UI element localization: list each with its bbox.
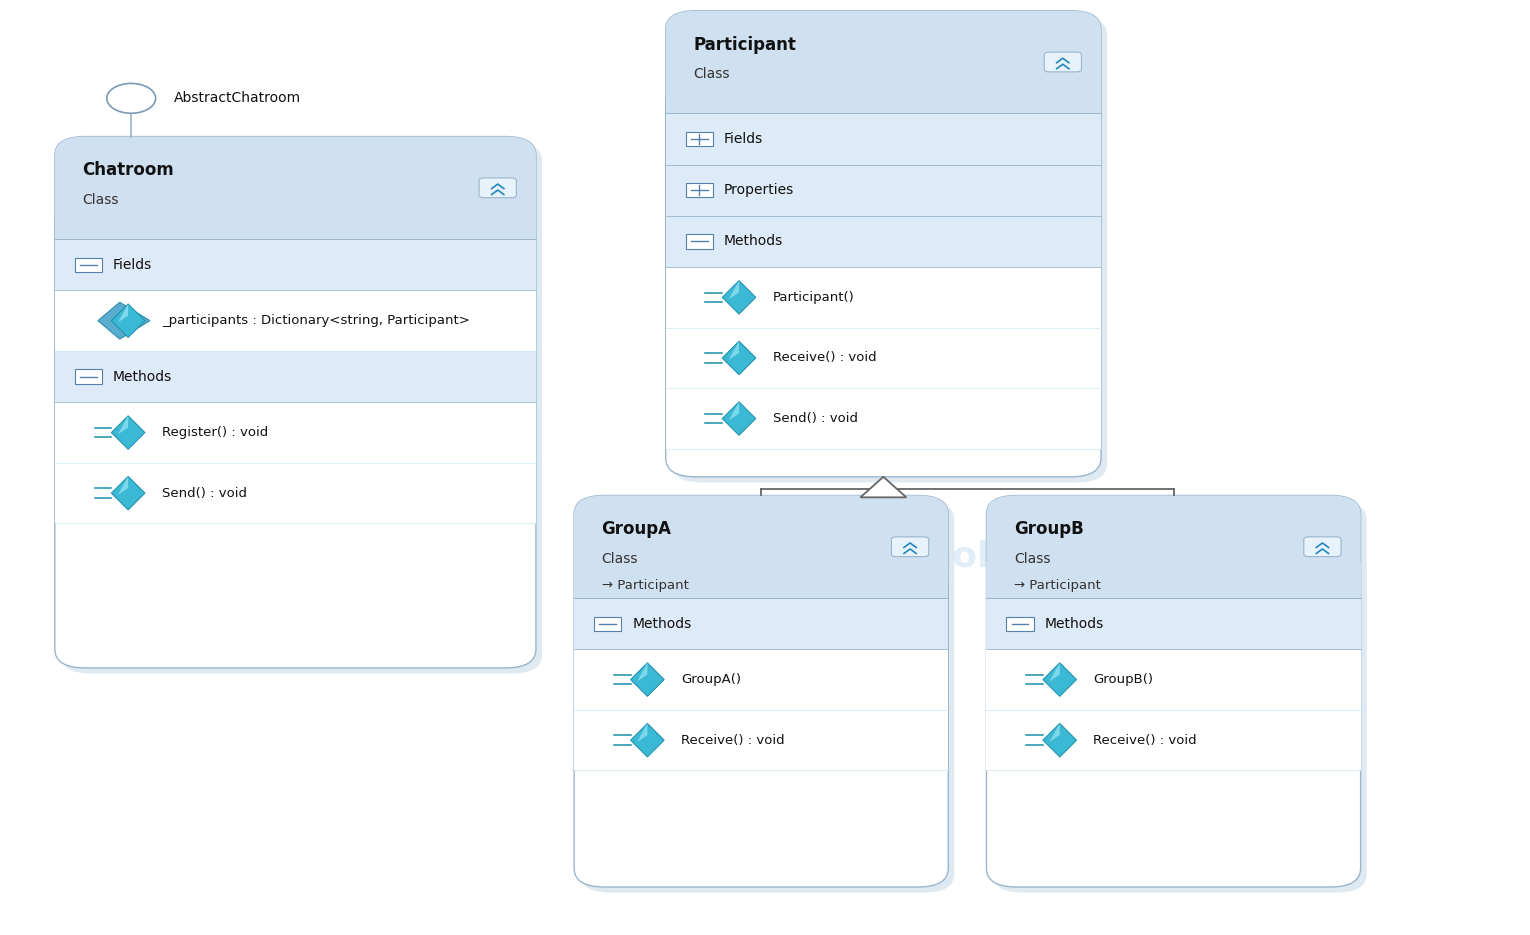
Polygon shape bbox=[1050, 663, 1060, 682]
Polygon shape bbox=[860, 477, 906, 497]
Polygon shape bbox=[722, 280, 756, 314]
FancyBboxPatch shape bbox=[1304, 537, 1342, 556]
Polygon shape bbox=[630, 724, 664, 757]
Text: GroupA(): GroupA() bbox=[681, 673, 741, 686]
Bar bbox=[666, 388, 1102, 449]
Text: Class: Class bbox=[601, 552, 638, 566]
Text: Send() : void: Send() : void bbox=[773, 412, 858, 425]
Text: GroupB: GroupB bbox=[1014, 520, 1083, 539]
Polygon shape bbox=[98, 302, 150, 339]
Polygon shape bbox=[727, 500, 864, 556]
Polygon shape bbox=[722, 402, 756, 436]
Polygon shape bbox=[112, 416, 145, 450]
Text: Class: Class bbox=[83, 194, 119, 208]
Bar bbox=[666, 165, 1102, 216]
Bar bbox=[55, 203, 536, 239]
Bar bbox=[75, 258, 103, 272]
FancyBboxPatch shape bbox=[55, 137, 536, 239]
Text: Methods: Methods bbox=[724, 235, 783, 249]
Polygon shape bbox=[118, 476, 129, 495]
Bar bbox=[666, 113, 1102, 165]
Bar bbox=[55, 402, 536, 463]
Text: Methods: Methods bbox=[632, 617, 692, 630]
Text: Chatroom: Chatroom bbox=[83, 162, 174, 180]
Polygon shape bbox=[112, 476, 145, 510]
Polygon shape bbox=[722, 341, 756, 375]
FancyBboxPatch shape bbox=[987, 496, 1360, 887]
Bar bbox=[685, 132, 713, 146]
Polygon shape bbox=[118, 304, 129, 323]
FancyBboxPatch shape bbox=[993, 501, 1366, 893]
Text: Register() : void: Register() : void bbox=[162, 426, 268, 439]
Text: Receive() : void: Receive() : void bbox=[681, 734, 785, 747]
FancyBboxPatch shape bbox=[892, 537, 929, 556]
Polygon shape bbox=[744, 535, 848, 577]
Bar bbox=[574, 562, 949, 598]
Text: GroupA: GroupA bbox=[601, 520, 672, 539]
Text: Receive() : void: Receive() : void bbox=[773, 352, 877, 365]
Text: Send() : void: Send() : void bbox=[162, 486, 246, 499]
FancyBboxPatch shape bbox=[55, 137, 536, 668]
Text: → Participant: → Participant bbox=[1014, 579, 1100, 592]
Text: Fields: Fields bbox=[113, 258, 151, 272]
Bar bbox=[55, 463, 536, 524]
FancyBboxPatch shape bbox=[479, 178, 516, 197]
Bar bbox=[594, 616, 621, 631]
Bar bbox=[987, 562, 1360, 598]
Bar bbox=[987, 710, 1360, 770]
FancyBboxPatch shape bbox=[580, 501, 955, 893]
Polygon shape bbox=[638, 724, 647, 741]
Polygon shape bbox=[1043, 724, 1077, 757]
Text: AbstractChatroom: AbstractChatroom bbox=[174, 92, 301, 106]
Text: Methods: Methods bbox=[1045, 617, 1103, 630]
Polygon shape bbox=[1043, 663, 1077, 697]
FancyBboxPatch shape bbox=[61, 142, 542, 673]
Text: ScholarHat: ScholarHat bbox=[880, 539, 1105, 573]
Bar bbox=[987, 598, 1360, 649]
Polygon shape bbox=[638, 663, 647, 682]
Circle shape bbox=[107, 83, 156, 113]
Bar bbox=[987, 649, 1360, 710]
Polygon shape bbox=[728, 341, 739, 360]
Polygon shape bbox=[757, 564, 834, 595]
Text: → Participant: → Participant bbox=[601, 579, 689, 592]
Bar bbox=[574, 649, 949, 710]
Text: Properties: Properties bbox=[724, 183, 794, 197]
Bar bbox=[55, 239, 536, 291]
Bar bbox=[685, 183, 713, 197]
Bar bbox=[55, 351, 536, 402]
FancyBboxPatch shape bbox=[1043, 52, 1082, 72]
FancyBboxPatch shape bbox=[574, 496, 949, 598]
Text: Class: Class bbox=[1014, 552, 1051, 566]
Text: Participant: Participant bbox=[693, 36, 796, 53]
Polygon shape bbox=[118, 416, 129, 434]
Polygon shape bbox=[112, 304, 145, 338]
Text: Class: Class bbox=[693, 67, 730, 81]
Bar bbox=[75, 369, 103, 383]
FancyBboxPatch shape bbox=[672, 16, 1108, 482]
Polygon shape bbox=[728, 402, 739, 420]
FancyBboxPatch shape bbox=[666, 10, 1102, 477]
Polygon shape bbox=[728, 280, 739, 299]
Text: Methods: Methods bbox=[113, 369, 173, 383]
Text: GroupB(): GroupB() bbox=[1094, 673, 1154, 686]
Text: Participant(): Participant() bbox=[773, 291, 854, 304]
Text: Receive() : void: Receive() : void bbox=[1094, 734, 1196, 747]
Bar bbox=[574, 710, 949, 770]
Bar bbox=[1007, 616, 1034, 631]
Bar bbox=[685, 235, 713, 249]
Text: _participants : Dictionary<string, Participant>: _participants : Dictionary<string, Parti… bbox=[162, 314, 470, 327]
Bar bbox=[666, 327, 1102, 388]
Bar bbox=[55, 291, 536, 351]
FancyBboxPatch shape bbox=[574, 496, 949, 887]
FancyBboxPatch shape bbox=[666, 10, 1102, 113]
FancyBboxPatch shape bbox=[987, 496, 1360, 598]
Bar bbox=[666, 216, 1102, 267]
Bar bbox=[666, 78, 1102, 113]
Text: Fields: Fields bbox=[724, 132, 763, 146]
Polygon shape bbox=[1050, 724, 1060, 741]
Bar bbox=[574, 598, 949, 649]
Polygon shape bbox=[630, 663, 664, 697]
Bar bbox=[666, 267, 1102, 327]
